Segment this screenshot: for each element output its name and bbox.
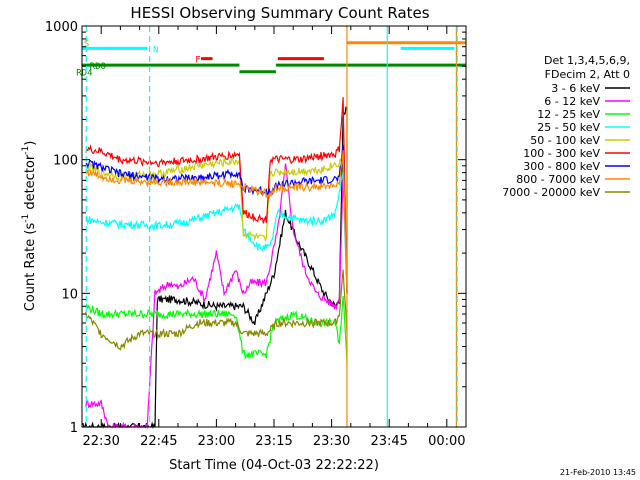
legend-label-1: 3 - 6 keV <box>551 82 600 95</box>
flag-label-rdo: RDO <box>90 62 106 72</box>
x-axis-label: Start Time (04-Oct-03 22:22:22) <box>169 458 379 473</box>
legend-label-7: 300 - 800 keV <box>523 160 600 173</box>
x-tick-label-6: 00:00 <box>428 434 465 449</box>
series-line-6 <box>85 97 348 294</box>
series-line-4 <box>85 170 348 294</box>
y-tick-label-2: 100 <box>53 154 78 169</box>
legend-label-4: 25 - 50 keV <box>537 121 600 134</box>
legend-label-6: 100 - 300 keV <box>523 147 600 160</box>
x-tick-label-3: 23:15 <box>255 434 292 449</box>
series-line-7 <box>85 145 348 294</box>
x-tick-label-1: 22:45 <box>140 434 177 449</box>
x-tick-label-2: 23:00 <box>198 434 235 449</box>
y-axis-label: Count Rate (s-1 detector-1) <box>21 141 38 312</box>
legend-label-3: 12 - 25 keV <box>537 108 600 121</box>
legend: Det 1,3,4,5,6,9,FDecim 2, Att 03 - 6 keV… <box>502 54 630 199</box>
series-layer <box>81 97 348 429</box>
flag-label-rd4: RD4 <box>76 69 92 79</box>
flag-label-f: F <box>195 56 200 66</box>
flag-label-n: N <box>153 45 158 55</box>
y-tick-label-3: 1000 <box>45 20 78 35</box>
series-line-9 <box>85 269 348 351</box>
x-tick-label-0: 22:30 <box>82 434 119 449</box>
y-tick-label-1: 10 <box>61 287 78 302</box>
legend-header-1: FDecim 2, Att 0 <box>545 68 630 81</box>
chart-title: HESSI Observing Summary Count Rates <box>130 4 429 22</box>
series-line-2 <box>85 163 348 429</box>
flag-label-s: S <box>84 40 89 50</box>
legend-label-8: 800 - 7000 keV <box>516 173 600 186</box>
series-line-8 <box>85 150 348 294</box>
axes-layer: 1 10 100 1000 22:30 22:45 23:00 23:15 23:30 23:45… <box>45 20 467 449</box>
x-tick-label-4: 23:30 <box>313 434 350 449</box>
timestamp: 21-Feb-2010 13:45 <box>560 468 636 477</box>
legend-label-2: 6 - 12 keV <box>544 95 600 108</box>
series-line-3 <box>85 295 348 364</box>
x-tick-label-5: 23:45 <box>370 434 407 449</box>
legend-label-9: 7000 - 20000 keV <box>502 186 600 199</box>
y-tick-label-0: 1 <box>70 421 78 436</box>
legend-header-0: Det 1,3,4,5,6,9, <box>544 54 630 67</box>
legend-label-5: 50 - 100 keV <box>530 134 600 147</box>
vline-layer <box>85 26 458 427</box>
